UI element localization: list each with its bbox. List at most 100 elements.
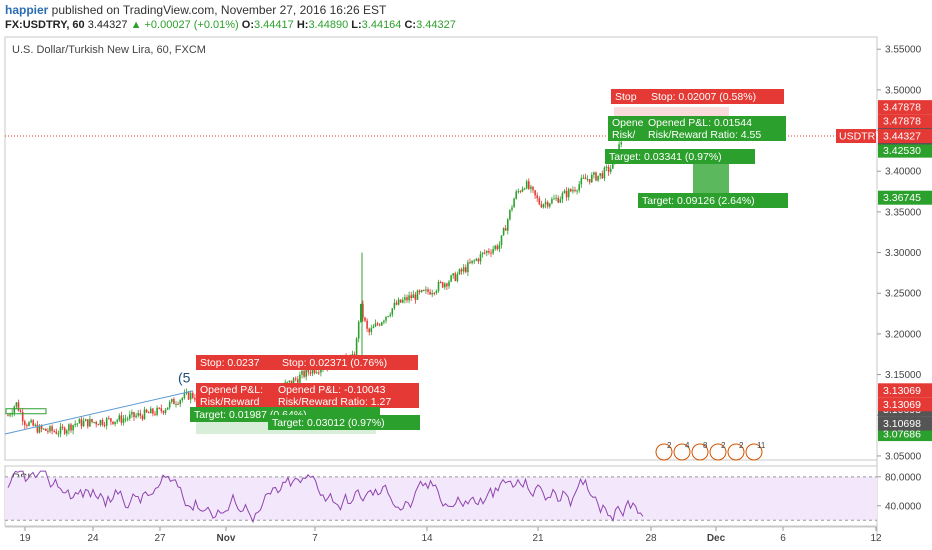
candle-body [141,415,144,420]
chart-header: happier published on TradingView.com, No… [0,0,932,36]
candle-body [313,368,316,374]
candle-body [194,397,196,400]
event-count: 2 [721,441,726,450]
candle-body [597,175,599,181]
candle-body [152,408,154,414]
candle-body [502,228,505,236]
y-tick-label: 3.30000 [885,248,922,259]
candle-body [17,402,20,411]
candle-body [374,323,377,327]
candle-body [299,374,301,383]
candle-body [59,426,62,434]
candle-body [507,219,509,231]
candle-body [370,328,373,333]
candle-body [288,380,291,382]
candle-body [498,245,501,250]
candle-body [147,412,150,414]
candle-body [544,202,547,205]
candle-body [162,411,165,413]
candle-body [393,302,396,309]
event-flag-icon [745,443,763,461]
candle-body [399,299,402,303]
candle-body [177,403,179,405]
candle-body [412,294,415,298]
position1-pnl2-rr: Risk/Reward Ratio: 1.27 [278,396,391,408]
candle-body [456,274,459,281]
candle-body [116,420,118,422]
candle-body [55,431,58,434]
price-label: 3.07686 [883,429,921,441]
position1-pnl-pnl: Opened P&L: [200,384,263,396]
candle-body [143,409,146,420]
position1-pnl2-pnl: Opened P&L: -0.10043 [278,384,386,396]
candle-body [70,424,72,431]
close-value: 3.44327 [416,19,456,31]
chart-title: U.S. Dollar/Turkish New Lira, 60, FXCM [12,44,206,56]
y-tick-label: 3.20000 [885,329,922,340]
candle-body [303,370,305,377]
price-label: 3.13069 [883,399,921,411]
price-label: 3.36745 [883,192,921,204]
candle-body [607,166,610,172]
x-tick-label: Nov [217,533,236,544]
candle-body [168,401,171,408]
candle-body [78,419,81,424]
candle-body [475,258,478,261]
rsi-band [5,476,877,521]
candle-body [99,420,102,425]
candle-body [114,421,116,425]
candle-body [540,204,543,208]
candle-body [34,424,37,426]
event-count: 4 [685,441,690,450]
candle-body [286,381,289,383]
event-count: 2 [667,441,672,450]
author-link[interactable]: happier [5,3,49,17]
position2-pnl-rr: Risk/ [612,129,635,141]
ohlc-legend: FX:USDTRY, 60 3.44327 ▲ +0.00027 (+0.01%… [5,19,456,31]
candle-body [479,254,482,262]
candle-body [452,273,454,276]
candle-body [129,414,131,419]
x-tick-label: 21 [532,533,544,544]
candle-body [87,419,89,427]
candle-body [439,282,442,284]
candle-body [171,398,173,402]
candle-body [429,291,431,295]
symbol-label[interactable]: FX:USDTRY, 60 [5,19,85,31]
candle-body [557,197,559,203]
y-tick-label: 3.55000 [885,45,922,56]
x-tick-label: 27 [154,533,166,544]
position1-target2: Target: 0.03012 (0.97%) [272,417,385,429]
candle-body [576,190,578,192]
candle-body [546,202,549,207]
publish-info: happier published on TradingView.com, No… [5,3,386,17]
candle-body [315,372,318,374]
candle-body [584,177,587,180]
candle-body [450,275,452,282]
change-value: ▲ +0.00027 (+0.01%) [130,19,239,31]
candle-body [538,198,541,205]
candle-body [471,260,473,264]
candle-body [32,420,34,426]
candle-body [416,290,419,300]
candle-body [366,320,368,329]
candle-body [112,421,114,425]
candle-body [183,393,186,398]
candle-body [496,245,499,250]
candle-body [124,418,127,420]
candle-body [42,428,45,430]
candle-body [549,203,551,207]
candle-body [408,295,410,301]
x-tick-label: 24 [87,533,99,544]
last-price-label: 3.44327 [883,131,921,143]
candle-body [462,267,465,272]
candle-body [21,412,24,422]
event-flag-icon [727,443,745,461]
candle-body [108,418,110,420]
x-tick-label: 6 [780,533,786,544]
candle-body [105,418,108,426]
candle-body [444,283,446,288]
candle-body [488,250,490,253]
candle-body [387,316,389,318]
